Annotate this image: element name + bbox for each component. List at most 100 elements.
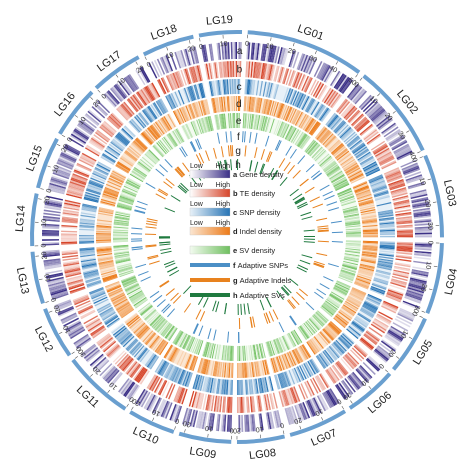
- density-bin: [265, 117, 271, 133]
- adaptive-mark: [294, 196, 305, 204]
- density-bin: [164, 55, 172, 72]
- density-bin: [61, 252, 78, 256]
- density-bin: [174, 330, 183, 345]
- density-bin: [210, 98, 215, 114]
- density-bin: [414, 242, 432, 245]
- density-bin: [63, 317, 79, 327]
- tick-label: 10: [424, 261, 432, 270]
- density-bin: [192, 120, 199, 136]
- density-bin: [250, 379, 254, 395]
- density-bin: [138, 112, 150, 125]
- density-bin: [359, 95, 373, 110]
- density-bin: [257, 43, 262, 61]
- density-bin: [137, 162, 151, 172]
- adaptive-mark: [161, 303, 170, 312]
- density-bin: [361, 253, 377, 257]
- density-bin: [91, 105, 106, 119]
- density-bin: [157, 119, 168, 133]
- density-bin: [243, 345, 245, 361]
- density-bin: [67, 281, 84, 288]
- density-bin: [68, 183, 85, 191]
- density-bin: [222, 362, 226, 378]
- density-bin: [256, 395, 260, 412]
- density-bin: [127, 147, 140, 158]
- density-bin: [211, 378, 215, 394]
- tick-label: 0: [426, 241, 433, 245]
- density-bin: [89, 179, 104, 187]
- density-bin: [130, 172, 144, 182]
- density-bin: [414, 250, 432, 254]
- density-bin: [249, 79, 252, 95]
- density-bin: [210, 360, 215, 376]
- density-bin: [233, 96, 235, 112]
- density-bin: [355, 343, 369, 356]
- density-bin: [316, 310, 329, 322]
- density-bin: [144, 309, 156, 320]
- density-bin: [345, 225, 361, 228]
- density-bin: [97, 162, 111, 171]
- density-bin: [327, 297, 341, 307]
- density-bin: [316, 127, 327, 140]
- density-bin: [105, 343, 119, 356]
- density-bin: [239, 414, 242, 432]
- density-bin: [373, 190, 389, 197]
- density-bin: [343, 211, 359, 216]
- density-bin: [135, 324, 148, 337]
- density-bin: [251, 396, 255, 413]
- density-bin: [82, 203, 98, 208]
- density-bin: [332, 145, 346, 157]
- density-bin: [306, 99, 316, 113]
- density-bin: [223, 379, 227, 395]
- density-bin: [117, 203, 133, 209]
- adaptive-mark: [159, 243, 171, 246]
- density-bin: [349, 373, 362, 388]
- density-bin: [57, 305, 74, 315]
- density-bin: [381, 304, 397, 313]
- tick-mark: [419, 156, 423, 159]
- density-bin: [337, 100, 350, 114]
- density-bin: [343, 257, 359, 262]
- density-bin: [265, 394, 270, 411]
- density-bin: [102, 194, 117, 201]
- density-bin: [107, 345, 121, 358]
- density-bin: [47, 279, 65, 286]
- density-bin: [308, 340, 318, 354]
- density-bin: [379, 157, 395, 166]
- density-bin: [362, 220, 378, 224]
- density-bin: [333, 341, 345, 354]
- density-bin: [357, 313, 371, 323]
- density-bin: [356, 275, 372, 282]
- density-bin: [148, 62, 158, 79]
- density-bin: [309, 100, 319, 115]
- tick-mark: [131, 406, 134, 410]
- density-bin: [202, 393, 207, 410]
- density-bin: [110, 173, 125, 182]
- density-bin: [143, 109, 153, 123]
- density-bin: [67, 278, 83, 285]
- density-bin: [233, 113, 236, 129]
- density-bin: [270, 45, 276, 63]
- density-bin: [352, 88, 365, 103]
- density-bin: [228, 61, 231, 78]
- density-bin: [90, 291, 106, 299]
- adaptive-mark: [265, 312, 271, 324]
- density-bin: [296, 93, 304, 108]
- density-bin: [104, 93, 117, 107]
- density-bin: [140, 133, 152, 146]
- density-bin: [81, 153, 96, 163]
- density-bin: [116, 263, 132, 269]
- density-bin: [262, 116, 268, 132]
- density-bin: [62, 147, 79, 157]
- density-bin: [184, 371, 191, 387]
- density-bin: [107, 285, 122, 293]
- density-bin: [96, 231, 112, 234]
- density-bin: [281, 68, 288, 84]
- density-bin: [396, 228, 413, 231]
- density-bin: [144, 108, 154, 122]
- density-bin: [287, 88, 294, 104]
- density-bin: [192, 410, 198, 428]
- density-bin: [259, 343, 264, 359]
- density-bin: [329, 116, 341, 129]
- density-bin: [112, 170, 126, 179]
- density-bin: [84, 114, 99, 127]
